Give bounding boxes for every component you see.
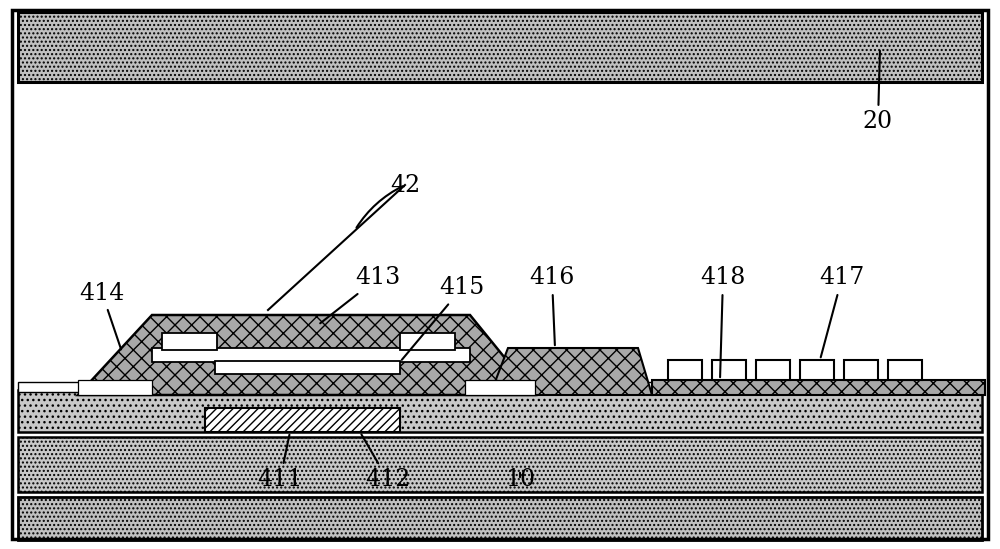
Bar [18, 382, 982, 392]
Bar [888, 360, 922, 380]
Bar [152, 348, 470, 362]
Text: 413: 413 [320, 266, 401, 323]
Bar [215, 361, 400, 374]
Bar [800, 360, 834, 380]
Text: 412: 412 [361, 434, 411, 491]
Polygon shape [490, 348, 652, 395]
Bar [78, 380, 152, 395]
Text: 417: 417 [819, 266, 865, 357]
Text: 415: 415 [402, 277, 485, 360]
Bar [844, 360, 878, 380]
Bar [18, 390, 982, 432]
Bar [18, 497, 982, 540]
Text: 42: 42 [390, 173, 420, 197]
Text: 416: 416 [529, 266, 575, 345]
Text: 414: 414 [79, 282, 125, 349]
Bar [18, 437, 982, 492]
Polygon shape [78, 315, 535, 395]
Bar [18, 12, 982, 82]
Bar [756, 360, 790, 380]
Text: 411: 411 [257, 435, 303, 491]
Bar [652, 380, 985, 395]
Bar [465, 380, 535, 395]
Bar [162, 333, 217, 350]
Bar [205, 408, 400, 432]
Bar [668, 360, 702, 380]
Bar [712, 360, 746, 380]
Text: 10: 10 [505, 468, 535, 491]
Text: 418: 418 [700, 266, 746, 377]
Text: 20: 20 [863, 51, 893, 133]
Bar [400, 333, 455, 350]
